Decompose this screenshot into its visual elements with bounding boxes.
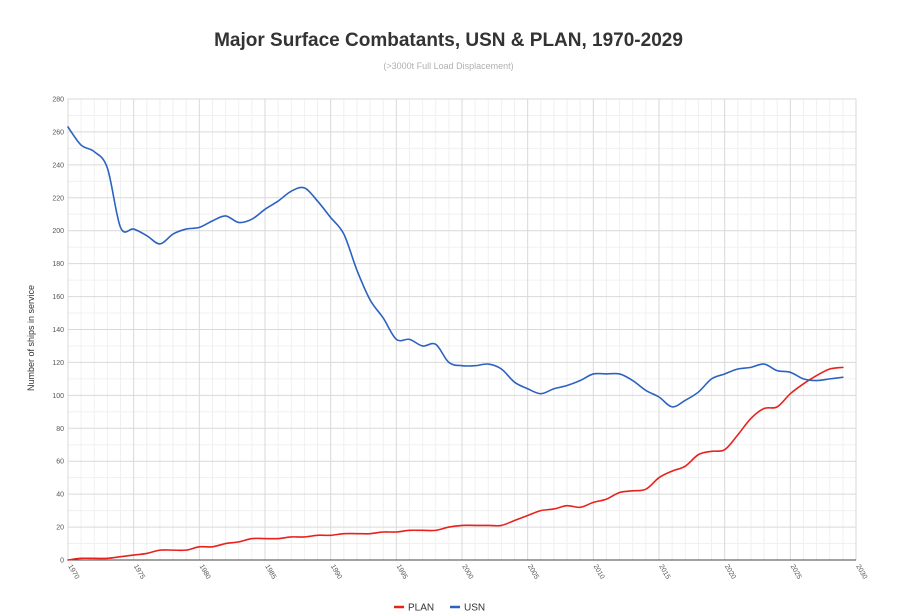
x-tick-label: 2010 (592, 564, 606, 581)
y-tick-label: 120 (52, 360, 64, 367)
series-line-usn (67, 126, 844, 408)
y-tick-label: 160 (52, 294, 64, 301)
y-tick-label: 60 (56, 459, 64, 466)
legend-item-usn[interactable]: USN (450, 603, 485, 614)
series-line-plan (67, 366, 844, 561)
series-lines (67, 126, 844, 561)
x-tick-labels: 1970 1975 1980 1985 1990 1995 2000 2005 2010 2015… (66, 564, 868, 581)
legend-item-plan[interactable]: PLAN (394, 603, 434, 614)
x-tick-label: 1970 (66, 564, 80, 581)
x-tick-label: 2025 (789, 564, 803, 581)
x-tick-label: 1990 (329, 564, 343, 581)
chart-title: Major Surface Combatants, USN & PLAN, 19… (214, 30, 683, 51)
x-tick-label: 1995 (395, 564, 409, 581)
y-tick-labels: 0 20 40 60 80 100 120 140 160 180 200 220 240 260 280 (52, 97, 64, 565)
y-tick-label: 80 (56, 426, 64, 433)
y-tick-label: 240 (52, 162, 64, 169)
legend-label: USN (464, 603, 485, 614)
y-tick-label: 0 (60, 558, 64, 565)
y-tick-label: 260 (52, 129, 64, 136)
chart-subtitle: (>3000t Full Load Displacement) (383, 61, 514, 71)
y-tick-label: 140 (52, 327, 64, 334)
x-tick-label: 2005 (526, 564, 540, 581)
y-axis-label: Number of ships in service (26, 285, 36, 391)
y-tick-label: 280 (52, 97, 64, 104)
x-tick-label: 1985 (263, 564, 277, 581)
y-tick-label: 180 (52, 261, 64, 268)
x-tick-label: 2015 (657, 564, 671, 581)
x-tick-label: 1980 (198, 564, 212, 581)
legend-label: PLAN (408, 603, 434, 614)
y-tick-label: 40 (56, 492, 64, 499)
x-tick-label: 2000 (460, 564, 474, 581)
grid-lines (67, 98, 857, 561)
y-tick-label: 200 (52, 228, 64, 235)
y-tick-label: 220 (52, 195, 64, 202)
y-tick-label: 20 (56, 525, 64, 532)
x-tick-label: 2020 (723, 564, 737, 581)
x-tick-label: 1975 (132, 564, 146, 581)
y-tick-label: 100 (52, 393, 64, 400)
x-tick-label: 2030 (854, 564, 868, 581)
legend[interactable]: PLAN USN (394, 603, 485, 614)
